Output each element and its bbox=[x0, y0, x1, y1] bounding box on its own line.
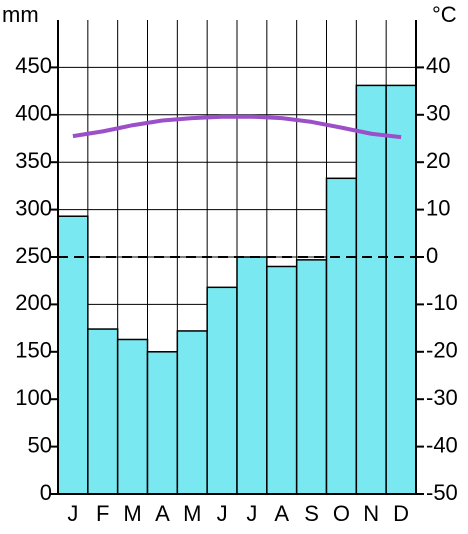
y2-tick-label: 20 bbox=[426, 148, 450, 173]
y2-tick-label: -30 bbox=[426, 385, 458, 410]
y-tick-label: 450 bbox=[15, 53, 52, 78]
bar bbox=[295, 259, 328, 495]
y2-tick-label: -20 bbox=[426, 338, 458, 363]
y-tick-label: 150 bbox=[15, 338, 52, 363]
x-tick-label: N bbox=[363, 501, 379, 526]
bar bbox=[325, 177, 358, 495]
x-tick-label: F bbox=[96, 501, 109, 526]
y2-tick-label: -50 bbox=[426, 480, 458, 505]
temperature-line bbox=[72, 114, 402, 140]
y2-tick-label: 0 bbox=[426, 243, 438, 268]
y-axis-label: mm bbox=[2, 2, 39, 27]
y2-tick-label: -40 bbox=[426, 432, 458, 457]
x-tick-label: A bbox=[274, 501, 289, 526]
x-tick-label: A bbox=[155, 501, 170, 526]
y-tick-label: 250 bbox=[15, 243, 52, 268]
bar bbox=[385, 84, 417, 495]
bar bbox=[206, 286, 238, 495]
bar bbox=[236, 256, 268, 495]
y2-tick-label: 10 bbox=[426, 195, 450, 220]
y-tick-label: 100 bbox=[15, 385, 52, 410]
x-tick-label: D bbox=[393, 501, 409, 526]
bar bbox=[87, 328, 119, 495]
bar bbox=[176, 330, 208, 495]
y-tick-label: 400 bbox=[15, 101, 52, 126]
x-tick-label: J bbox=[246, 501, 257, 526]
bar bbox=[146, 351, 179, 495]
y2-tick-label: -10 bbox=[426, 290, 458, 315]
y-tick-label: 200 bbox=[15, 290, 52, 315]
x-tick-label: J bbox=[217, 501, 228, 526]
bar bbox=[355, 84, 387, 495]
x-tick-label: O bbox=[333, 501, 350, 526]
y-tick-label: 50 bbox=[28, 432, 52, 457]
y-tick-label: 0 bbox=[40, 480, 52, 505]
y2-tick-label: 40 bbox=[426, 53, 450, 78]
bar bbox=[266, 265, 298, 495]
x-tick-label: J bbox=[67, 501, 78, 526]
y-tick-label: 300 bbox=[15, 195, 52, 220]
x-tick-label: S bbox=[304, 501, 319, 526]
bar bbox=[116, 338, 149, 495]
x-tick-label: M bbox=[183, 501, 201, 526]
x-tick-label: M bbox=[123, 501, 141, 526]
y2-axis-label: °C bbox=[432, 2, 457, 27]
y2-tick-label: 30 bbox=[426, 101, 450, 126]
y-tick-label: 350 bbox=[15, 148, 52, 173]
